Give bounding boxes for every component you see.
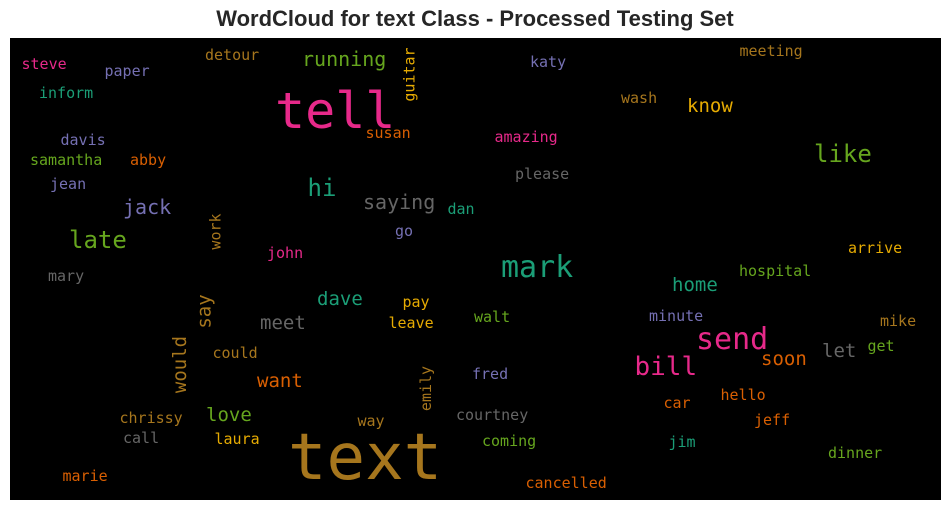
word-meet: meet (260, 311, 306, 334)
word-running: running (302, 47, 387, 71)
word-detour: detour (205, 45, 260, 64)
word-paper: paper (104, 61, 150, 80)
word-marie: marie (62, 466, 108, 485)
word-way: way (357, 411, 385, 430)
word-susan: susan (365, 123, 411, 142)
word-pay: pay (402, 292, 430, 311)
word-chrissy: chrissy (119, 408, 183, 427)
word-cancelled: cancelled (525, 473, 607, 492)
word-mary: mary (48, 266, 85, 285)
word-soon: soon (761, 347, 807, 370)
word-home: home (672, 273, 718, 296)
word-davis: davis (60, 130, 106, 149)
word-fred: fred (472, 364, 509, 383)
word-leave: leave (388, 313, 434, 332)
word-send: send (696, 322, 769, 357)
word-car: car (663, 393, 691, 412)
word-let: let (822, 339, 857, 362)
word-text: text (288, 421, 443, 495)
word-jim: jim (668, 432, 696, 451)
word-samantha: samantha (30, 150, 103, 169)
word-mark: mark (501, 250, 574, 285)
word-inform: inform (39, 83, 94, 102)
word-dave: dave (317, 287, 363, 310)
word-tell: tell (275, 82, 396, 140)
word-arrive: arrive (848, 238, 903, 257)
word-get: get (867, 336, 895, 355)
word-emily: emily (416, 365, 435, 411)
word-say: say (193, 293, 216, 329)
word-mike: mike (880, 311, 917, 330)
word-dan: dan (447, 199, 475, 218)
word-abby: abby (130, 150, 167, 169)
word-meeting: meeting (739, 41, 803, 60)
word-late: late (69, 226, 127, 254)
word-saying: saying (363, 190, 436, 214)
word-walt: walt (474, 307, 511, 326)
word-dinner: dinner (828, 443, 883, 462)
word-cloud: text tell mark send bill like late hi would jack s… (10, 38, 941, 500)
word-like: like (814, 140, 872, 168)
word-courtney: courtney (456, 405, 529, 424)
word-jack: jack (123, 195, 172, 219)
word-hi: hi (307, 174, 337, 202)
word-jeff: jeff (754, 410, 791, 429)
word-minute: minute (649, 306, 704, 325)
word-please: please (515, 164, 570, 183)
word-jean: jean (50, 174, 87, 193)
word-would: would (168, 335, 191, 393)
word-wash: wash (621, 88, 658, 107)
word-want: want (257, 369, 303, 392)
word-know: know (687, 94, 733, 117)
word-guitar: guitar (400, 46, 419, 102)
word-steve: steve (21, 54, 67, 73)
word-hello: hello (720, 385, 766, 404)
word-katy: katy (530, 52, 567, 71)
word-coming: coming (482, 431, 537, 450)
word-amazing: amazing (494, 127, 558, 146)
word-john: john (267, 243, 304, 262)
word-laura: laura (214, 429, 260, 448)
word-bill: bill (634, 352, 698, 382)
word-love: love (206, 403, 252, 426)
word-hospital: hospital (739, 261, 812, 280)
word-could: could (212, 343, 258, 362)
word-call: call (123, 428, 160, 447)
figure-title: WordCloud for text Class - Processed Tes… (216, 6, 734, 31)
word-work: work (206, 212, 225, 250)
word-go: go (395, 221, 414, 240)
